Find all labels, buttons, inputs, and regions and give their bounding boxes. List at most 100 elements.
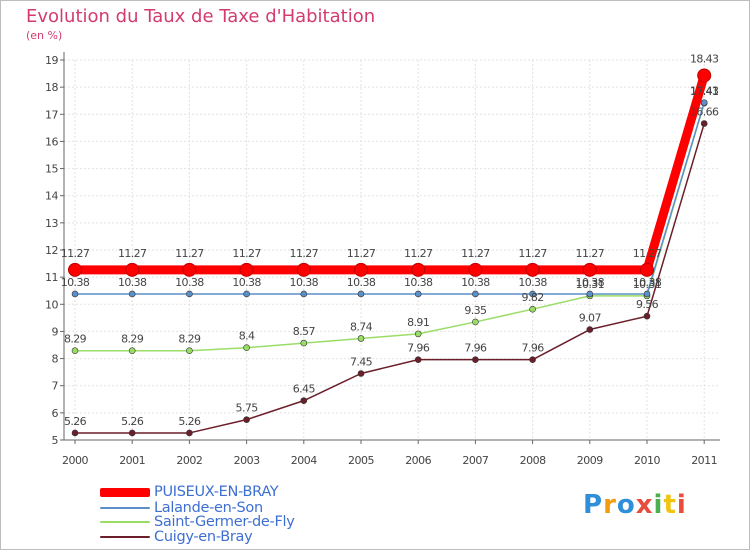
- data-label: 11.27: [175, 247, 204, 260]
- data-label: 8.29: [64, 333, 87, 346]
- data-labels: 11.27 11.27 11.27 11.27 11.27 11.27 11.27 11.27…: [61, 52, 720, 428]
- data-label: 11.27: [61, 247, 90, 260]
- data-point: [697, 68, 712, 83]
- data-label: 11.27: [461, 247, 490, 260]
- y-tick-label: 16: [45, 135, 58, 148]
- data-point: [71, 290, 79, 298]
- data-point: [300, 290, 308, 298]
- y-tick-label: 6: [52, 407, 59, 420]
- data-label: 11.27: [290, 247, 319, 260]
- y-tick-label: 10: [45, 298, 58, 311]
- data-label: 11.27: [347, 247, 376, 260]
- logo-letter: o: [616, 490, 636, 520]
- data-point: [128, 347, 136, 355]
- data-label: 9.07: [579, 312, 602, 325]
- data-point: [357, 290, 365, 298]
- x-tick-label: 2001: [119, 454, 145, 467]
- data-label: 5.26: [178, 415, 201, 428]
- data-label: 7.96: [464, 342, 487, 355]
- y-tick-label: 7: [52, 380, 59, 393]
- data-point: [411, 262, 426, 277]
- data-point: [582, 262, 597, 277]
- series-line-1: [75, 102, 705, 295]
- data-point: [529, 290, 536, 298]
- chart-title: Evolution du Taux de Taxe d'Habitation: [26, 6, 376, 27]
- y-tick-label: 8: [52, 353, 59, 366]
- data-point: [586, 290, 594, 298]
- legend-swatch: [100, 487, 150, 497]
- legend-item-puiseux[interactable]: PUISEUX-EN-BRAY: [100, 484, 279, 500]
- data-label: 18.43: [690, 52, 719, 65]
- data-point: [125, 262, 140, 277]
- data-point: [529, 305, 536, 313]
- data-point: [357, 335, 365, 342]
- x-tick-label: 2011: [691, 454, 717, 467]
- data-label: 10.38: [347, 276, 376, 289]
- data-point: [472, 290, 479, 298]
- data-point: [296, 262, 311, 277]
- data-label: 10.38: [633, 276, 662, 289]
- tick-labels: 5 6 7 8 9 10 11 12 13 14 15 16 17 18 19 2000 2001 2002 200…: [45, 54, 718, 467]
- data-label: 7.96: [407, 342, 430, 355]
- data-point: [525, 262, 540, 277]
- series-line-3: [75, 123, 705, 434]
- data-label: 8.29: [178, 333, 201, 346]
- data-point: [472, 318, 479, 326]
- y-tick-label: 5: [52, 434, 59, 447]
- data-label: 10.31: [633, 278, 662, 291]
- data-point: [643, 290, 651, 298]
- data-label: 5.75: [236, 402, 259, 415]
- legend-label: PUISEUX-EN-BRAY: [154, 484, 279, 500]
- logo-letter: P: [583, 490, 604, 520]
- logo-letter: x: [635, 490, 654, 520]
- data-label: 8.4: [239, 330, 255, 343]
- data-point: [414, 356, 422, 363]
- data-label: 10.38: [175, 276, 204, 289]
- data-point: [243, 416, 250, 423]
- data-label: 10.31: [576, 278, 605, 291]
- data-label: 9.35: [464, 304, 487, 317]
- legend-label: Lalande-en-Son: [154, 500, 263, 516]
- y-axis-unit: (en %): [26, 29, 63, 42]
- x-tick-label: 2010: [634, 454, 660, 467]
- y-tick-label: 19: [45, 54, 58, 67]
- data-point: [700, 99, 708, 106]
- legend-swatch: [100, 507, 150, 509]
- data-point: [186, 429, 193, 437]
- x-tick-label: 2000: [62, 454, 88, 467]
- data-label: 16.66: [690, 106, 719, 119]
- data-point: [354, 262, 368, 277]
- x-tick-label: 2006: [405, 454, 431, 467]
- data-label: 10.38: [461, 276, 490, 289]
- data-label: 11.27: [633, 247, 662, 260]
- data-label: 7.45: [350, 356, 373, 369]
- legend-item-lalande[interactable]: Lalande-en-Son: [100, 500, 263, 516]
- series-lines: [68, 68, 712, 437]
- data-point: [71, 347, 79, 355]
- data-label: 11.27: [518, 247, 547, 260]
- y-tick-label: 13: [45, 217, 58, 230]
- data-point: [529, 356, 536, 363]
- legend-item-saint-germer[interactable]: Saint-Germer-de-Fly: [100, 514, 295, 530]
- legend-label: Saint-Germer-de-Fly: [154, 514, 295, 530]
- data-label: 11.27: [118, 247, 147, 260]
- y-tick-label: 18: [45, 81, 58, 94]
- data-label: 8.74: [350, 320, 373, 333]
- data-label: 11.27: [404, 247, 433, 260]
- proxiti-logo: Proxiti: [583, 490, 687, 520]
- data-point: [643, 312, 651, 320]
- data-label: 17.43: [690, 85, 719, 98]
- logo-letter: t: [663, 490, 677, 520]
- logo-letter: r: [603, 490, 617, 520]
- series-line-0: [75, 74, 709, 275]
- x-tick-label: 2009: [577, 454, 603, 467]
- data-point: [239, 262, 254, 277]
- legend-item-cuigy[interactable]: Cuigy-en-Bray: [100, 529, 253, 545]
- y-tick-label: 11: [45, 271, 58, 284]
- data-point: [68, 262, 82, 277]
- data-label: 11.27: [576, 247, 605, 260]
- logo-letter: i: [653, 490, 664, 520]
- logo-letter: i: [676, 490, 687, 520]
- legend-label: Cuigy-en-Bray: [154, 529, 253, 545]
